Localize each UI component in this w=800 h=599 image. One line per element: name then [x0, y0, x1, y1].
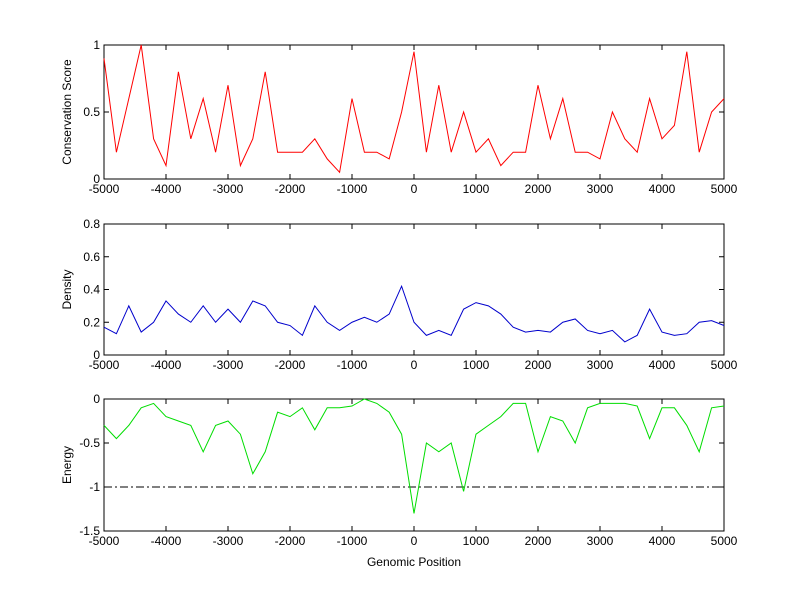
x-tick-label: -2000 [275, 182, 306, 196]
x-tick-label: 1000 [463, 534, 490, 548]
x-tick-label: 1000 [463, 182, 490, 196]
x-tick-label: 2000 [525, 358, 552, 372]
x-tick-label: 5000 [711, 534, 738, 548]
x-tick-label: 5000 [711, 182, 738, 196]
y-tick-label: 0.8 [83, 217, 100, 231]
x-tick-label: -3000 [213, 182, 244, 196]
y-tick-label: 0.4 [83, 283, 100, 297]
x-tick-label: -1000 [337, 534, 368, 548]
y-tick-label: 0 [93, 348, 100, 362]
x-tick-label: 4000 [649, 358, 676, 372]
y-tick-label: 0 [93, 392, 100, 406]
x-tick-label: 2000 [525, 182, 552, 196]
x-tick-label: 0 [411, 534, 418, 548]
y-tick-label: -1.5 [79, 524, 100, 538]
y-tick-label: 0.2 [83, 315, 100, 329]
y-tick-label: 0.6 [83, 250, 100, 264]
y-axis-label: Density [60, 269, 74, 309]
x-tick-label: 0 [411, 182, 418, 196]
x-tick-label: -1000 [337, 358, 368, 372]
y-tick-label: 0 [93, 172, 100, 186]
x-tick-label: 3000 [587, 534, 614, 548]
x-axis-label: Genomic Position [367, 555, 461, 569]
y-tick-label: 1 [93, 38, 100, 52]
x-tick-label: -2000 [275, 358, 306, 372]
x-tick-label: 0 [411, 358, 418, 372]
x-tick-label: 5000 [711, 358, 738, 372]
data-line [103, 398, 725, 514]
y-tick-label: -0.5 [79, 436, 100, 450]
x-tick-label: -5000 [89, 182, 120, 196]
x-tick-label: -5000 [89, 534, 120, 548]
y-axis-label: Energy [60, 446, 74, 484]
x-tick-label: -4000 [151, 358, 182, 372]
data-line [103, 284, 725, 343]
x-tick-label: 3000 [587, 182, 614, 196]
data-line [103, 44, 725, 174]
y-tick-label: 0.5 [83, 105, 100, 119]
x-tick-label: -2000 [275, 534, 306, 548]
x-tick-label: 4000 [649, 534, 676, 548]
x-tick-label: 3000 [587, 358, 614, 372]
y-tick-label: -1 [89, 480, 100, 494]
x-tick-label: -4000 [151, 182, 182, 196]
x-tick-label: -3000 [213, 358, 244, 372]
x-tick-label: 2000 [525, 534, 552, 548]
y-axis-label: Conservation Score [60, 59, 74, 165]
axes-box [103, 44, 725, 180]
x-tick-label: -5000 [89, 358, 120, 372]
x-tick-label: 4000 [649, 182, 676, 196]
x-tick-label: -1000 [337, 182, 368, 196]
x-tick-label: -4000 [151, 534, 182, 548]
x-tick-label: -3000 [213, 534, 244, 548]
x-tick-label: 1000 [463, 358, 490, 372]
axes-box [103, 398, 725, 532]
axes-box [103, 223, 725, 356]
